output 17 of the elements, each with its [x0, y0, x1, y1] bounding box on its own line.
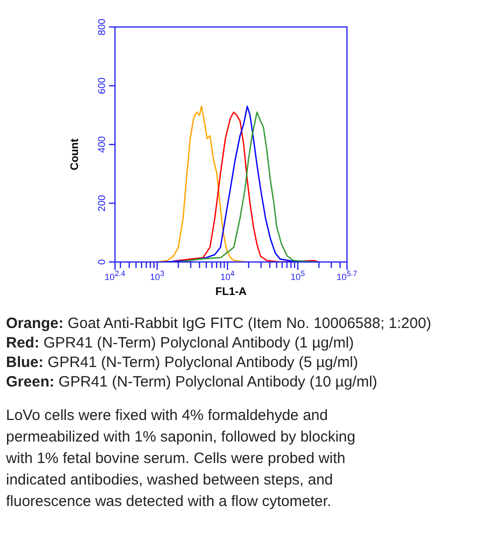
text: Blue: GPR41 (N-Term) Polyclonal Antibody (5 µg/ml)	[6, 354, 358, 371]
x-tick-label: 10$^{3}$	[150, 268, 164, 282]
text: Green: GPR41 (N-Term) Polyclonal Antibody (10 µg/ml)	[6, 374, 378, 390]
x-tick-label: 10$^{5.7}$	[336, 268, 358, 282]
y-tick-label: 0	[97, 258, 108, 265]
y-tick-label: 200	[97, 194, 108, 212]
x-axis-title: FL1-A	[215, 286, 247, 298]
x-tick-label: 10$^{2.4}$	[104, 268, 126, 282]
y-tick-label: 800	[97, 18, 108, 36]
x-tick-label: 10$^{5}$	[290, 268, 305, 282]
y-axis-title: Count	[69, 138, 81, 170]
y-tick-label: 600	[97, 76, 108, 94]
text: Orange: Goat Anti-Rabbit IgG FITC (Item No. 10006588; 1:200)	[6, 315, 432, 332]
x-tick-label: 10$^{4}$	[220, 268, 236, 282]
y-tick-label: 400	[97, 136, 108, 153]
text: Red: GPR41 (N-Term) Polyclonal Antibody (1 µg/ml)	[6, 334, 354, 352]
text: LoVo cells were fixed with 4% formaldehyde and permeabilized with 1% saponin, followed by blocking with 1% fetal bovine serum. Cells were probed with indicated antibodies, washed between steps, and fluorescence was detected with a flow cytometer.	[5, 407, 356, 510]
